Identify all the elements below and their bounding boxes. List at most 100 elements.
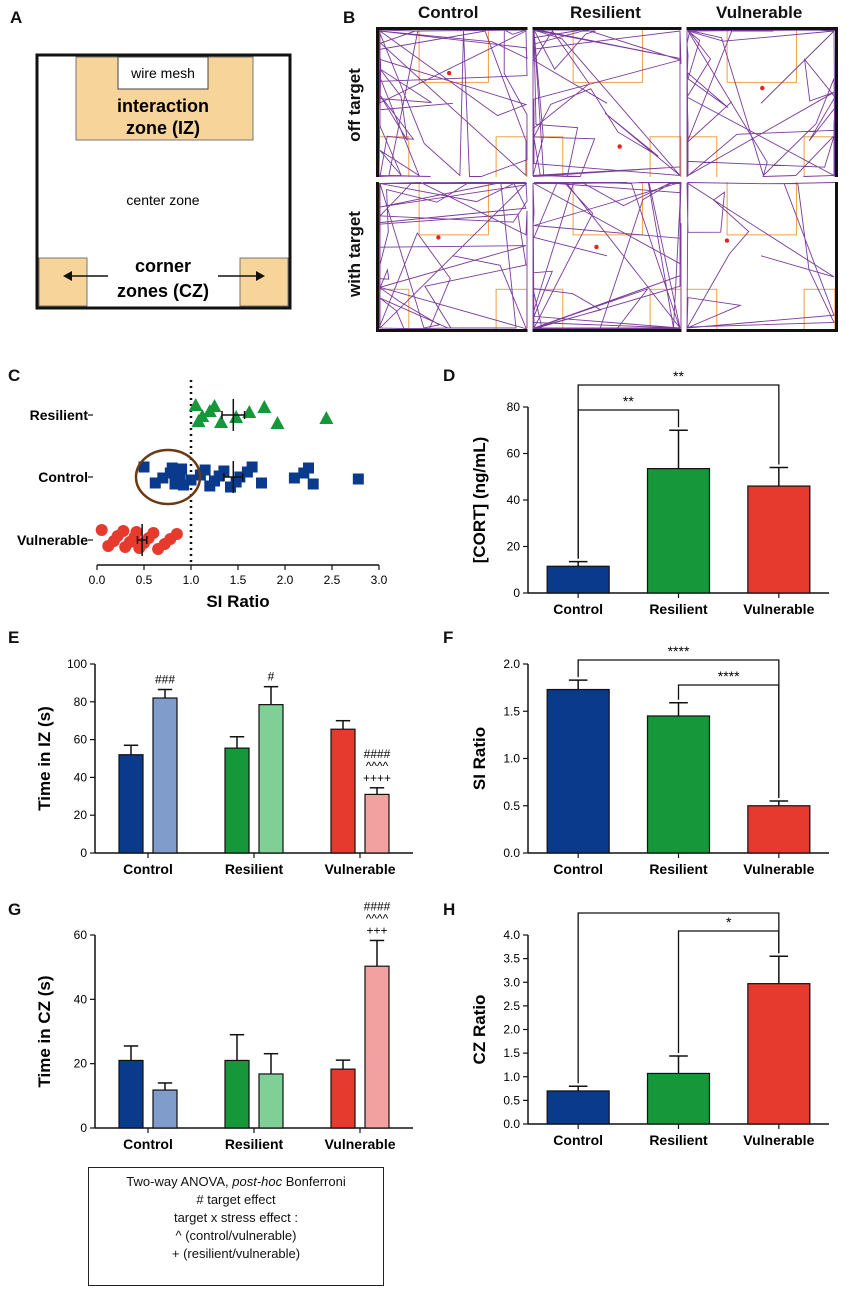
y-tick-label: 0.5 [503, 799, 520, 813]
legend-line1-prefix: Two-way ANOVA, [126, 1174, 233, 1189]
y-tick-label: 3.5 [503, 952, 520, 966]
significance-label: **** [718, 668, 740, 684]
y-tick-label: 4.0 [503, 928, 520, 942]
significance-annotation: ++++ [363, 771, 391, 785]
cz-label-line1: corner [135, 256, 191, 276]
c-point-vulnerable [95, 524, 108, 536]
arrow-left-head [63, 271, 72, 281]
significance-bracket [577, 384, 780, 559]
significance-label: ** [623, 393, 634, 409]
legend-line-2: # target effect [196, 1192, 276, 1207]
bar-control [546, 565, 610, 594]
bar-resilient [646, 715, 711, 854]
c-point-resilient [214, 415, 229, 428]
c-point-vulnerable [170, 528, 183, 540]
c-x-tick-label: 0.5 [136, 573, 153, 587]
c-point-control [352, 473, 364, 485]
c-point-resilient [257, 400, 272, 413]
track-end-marker [436, 235, 441, 240]
bar-resilient-with [258, 704, 284, 854]
y-tick-label: 1.0 [503, 752, 520, 766]
y-axis-label: Time in CZ (s) [35, 975, 54, 1087]
wire-mesh-box [117, 56, 209, 90]
legend-line-3: target x stress effect : [173, 1210, 299, 1225]
y-tick-label: 3.0 [503, 975, 520, 989]
c-x-tick-label: 1.5 [230, 573, 247, 587]
x-tick-label: Resilient [649, 1132, 708, 1148]
panel-label-a: A [10, 8, 23, 27]
bar-vulnerable [747, 805, 811, 854]
significance-annotation: ### [155, 673, 175, 687]
chart-d-cort: 0 20 40 60 80 [CORT] (ng/mL) Control Resilient V… [470, 370, 829, 617]
y-tick-label: 0.0 [503, 1117, 520, 1131]
c-x-tick-label: 2.0 [277, 573, 294, 587]
corner-zone-right [239, 257, 289, 307]
arrow-right-head [256, 271, 265, 281]
bar-control-with [152, 697, 178, 854]
track-end-marker [724, 238, 730, 243]
c-point-resilient [195, 409, 210, 422]
track-col-resilient: Resilient [570, 3, 641, 22]
bar-vulnerable-off [330, 1068, 356, 1129]
x-tick-label: Resilient [225, 1136, 284, 1152]
x-tick-label: Vulnerable [743, 601, 814, 617]
stats-legend: Two-way ANOVA, post-hoc Bonferroni # tar… [88, 1167, 384, 1286]
corner-zone-left [38, 257, 88, 307]
panel-label-c: C [8, 366, 21, 385]
bar-resilient-off [224, 1059, 250, 1129]
tracking-grid [376, 27, 838, 332]
panel-label-e: E [8, 628, 20, 647]
c-point-control [176, 463, 188, 475]
x-tick-label: Resilient [649, 861, 708, 877]
y-tick-label: 40 [507, 493, 521, 507]
c-point-resilient [319, 411, 334, 424]
c-x-tick-label: 3.0 [371, 573, 388, 587]
y-tick-label: 60 [74, 733, 88, 747]
c-row-label: Resilient [30, 407, 89, 423]
y-axis-label: [CORT] (ng/mL) [470, 437, 489, 564]
significance-annotation: ^^^^ [366, 911, 389, 925]
legend-line-5: + (resilient/vulnerable) [171, 1246, 301, 1261]
x-tick-label: Control [553, 861, 603, 877]
c-point-control [157, 472, 169, 484]
y-tick-label: 2.0 [503, 657, 520, 671]
track-col-control: Control [418, 3, 479, 22]
x-tick-label: Resilient [225, 861, 284, 877]
x-tick-label: Control [123, 861, 173, 877]
bar-control-off [118, 754, 144, 854]
bar-vulnerable [747, 485, 811, 594]
y-axis-label: SI Ratio [470, 727, 489, 790]
significance-label: * [726, 914, 732, 930]
c-point-resilient [270, 416, 285, 429]
panel-label-d: D [443, 366, 456, 385]
arena-schematic: wire mesh interaction zone (IZ) center z… [35, 53, 292, 310]
c-point-control [149, 477, 161, 489]
bar-control-off [118, 1059, 144, 1129]
x-tick-label: Vulnerable [743, 861, 814, 877]
bar-resilient-off [224, 747, 250, 854]
track-end-marker [760, 85, 765, 91]
c-point-vulnerable [147, 527, 160, 539]
chart-e-time-iz: 0 20 40 60 80 100 Time in IZ (s) Control ### Resi… [35, 657, 413, 877]
c-point-control [303, 462, 314, 474]
c-point-control [224, 481, 236, 493]
y-tick-label: 40 [74, 992, 88, 1006]
x-tick-label: Vulnerable [324, 861, 395, 877]
c-point-control [138, 461, 150, 473]
track-row-off-target: off target [345, 68, 364, 142]
bar-resilient-with [258, 1073, 284, 1129]
track-path [377, 28, 528, 177]
bar-vulnerable [747, 983, 811, 1125]
c-point-resilient [188, 398, 203, 411]
y-tick-label: 80 [507, 400, 521, 414]
bar-control [546, 1090, 610, 1125]
track-path [685, 182, 836, 330]
bar-vulnerable-with [364, 965, 390, 1129]
c-x-tick-label: 1.0 [183, 573, 200, 587]
x-tick-label: Vulnerable [743, 1132, 814, 1148]
legend-line-1: Two-way ANOVA, post-hoc Bonferroni [89, 1173, 383, 1191]
y-tick-label: 2.5 [503, 999, 520, 1013]
y-tick-label: 1.0 [503, 1070, 520, 1084]
c-point-vulnerable [117, 525, 130, 537]
c-point-control [185, 474, 197, 486]
